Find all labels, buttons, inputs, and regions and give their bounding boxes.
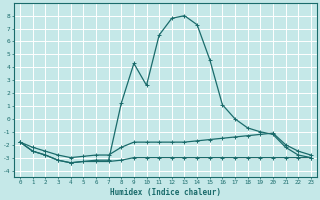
X-axis label: Humidex (Indice chaleur): Humidex (Indice chaleur) <box>110 188 221 197</box>
